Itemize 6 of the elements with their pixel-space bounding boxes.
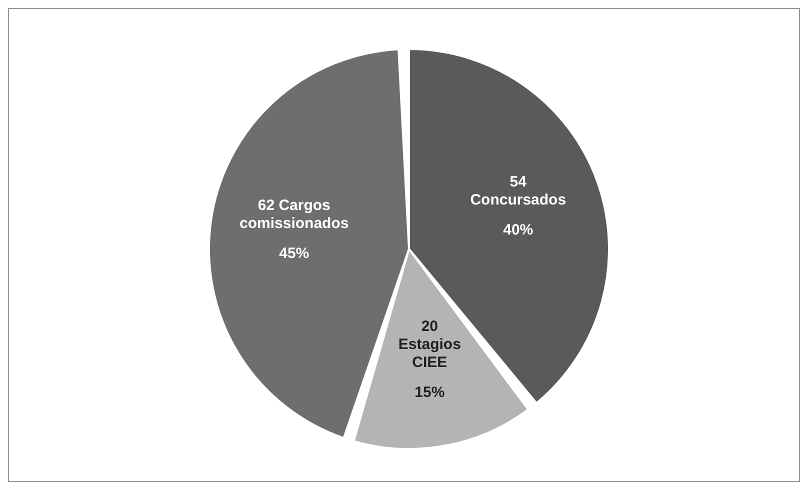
data-label: 40%: [503, 222, 534, 239]
slice-label: 54 Concursados: [470, 174, 566, 209]
slice-label: 62 Cargos comissionados: [240, 196, 349, 232]
slice-label: 20 Estagios CIEE: [398, 318, 461, 372]
data-label: 45%: [279, 244, 310, 262]
data-label: 15%: [414, 384, 445, 402]
